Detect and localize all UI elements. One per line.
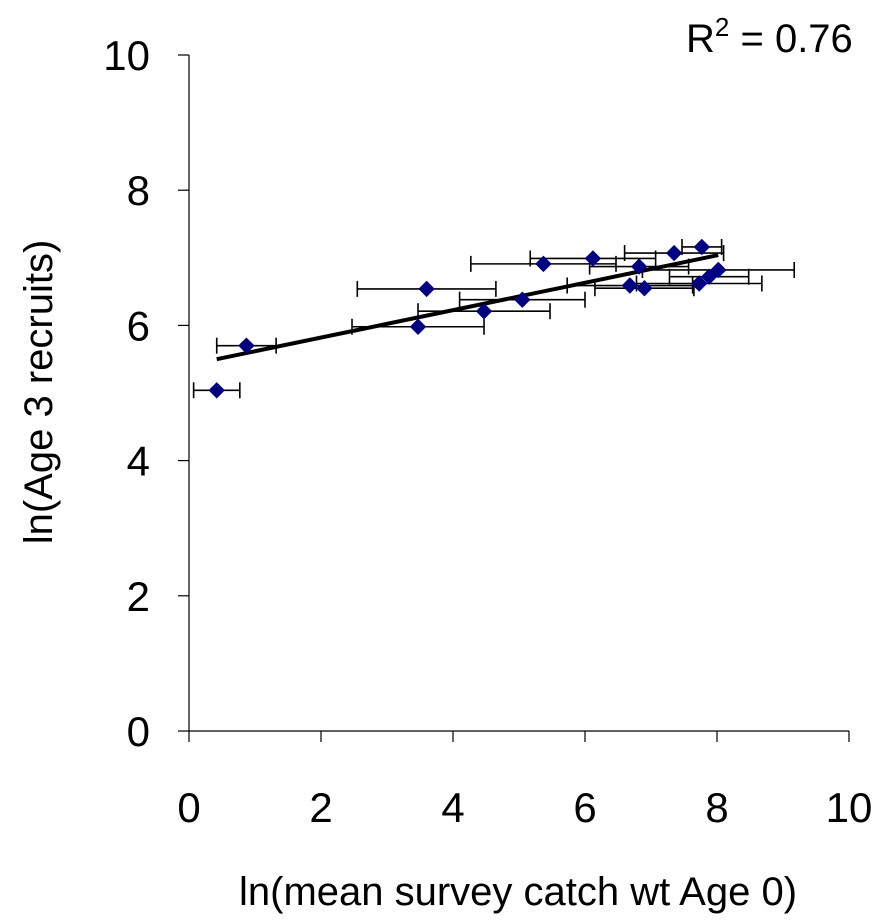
x-tick-label: 2 — [309, 784, 332, 831]
data-point — [710, 261, 727, 279]
y-axis-title: ln(Age 3 recruits) — [17, 240, 61, 545]
r-squared-superscript: 2 — [715, 12, 729, 42]
data-point — [700, 268, 718, 285]
y-tick-label: 6 — [127, 302, 150, 349]
y-tick-label: 10 — [103, 32, 150, 79]
r-squared-annotation: R2 = 0.76 — [686, 12, 853, 61]
x-tick-label: 10 — [826, 784, 873, 831]
data-point — [535, 255, 552, 273]
data-point — [208, 382, 225, 399]
data-points — [208, 238, 727, 399]
y-tick-label: 2 — [127, 573, 150, 620]
trendline — [216, 253, 719, 362]
data-point — [621, 277, 639, 294]
data-point — [636, 280, 653, 297]
x-axis-title: ln(mean survey catch wt Age 0) — [239, 870, 797, 914]
x-tick-label: 0 — [177, 784, 200, 831]
r-squared-prefix: R — [686, 17, 715, 61]
data-point — [665, 244, 683, 262]
x-tick-label: 4 — [441, 784, 464, 831]
error-bars — [192, 238, 796, 399]
y-tick-label: 8 — [127, 167, 150, 214]
x-tick-label: 6 — [573, 784, 596, 831]
data-point — [690, 275, 708, 292]
y-tick-label: 0 — [127, 708, 150, 755]
data-point — [409, 318, 427, 335]
data-point — [418, 280, 435, 298]
r-squared-value: = 0.76 — [729, 17, 852, 61]
axes — [178, 54, 850, 742]
data-point — [693, 238, 711, 256]
data-point — [475, 302, 493, 320]
x-tick-label: 8 — [705, 784, 728, 831]
tick-labels: 0 2 4 6 8 10 0 2 4 6 8 10 — [103, 32, 872, 831]
data-point — [630, 258, 648, 275]
y-tick-label: 4 — [127, 438, 150, 485]
data-point — [514, 291, 531, 308]
data-point — [584, 250, 602, 267]
data-point — [238, 337, 255, 354]
trendline-group — [216, 253, 719, 362]
